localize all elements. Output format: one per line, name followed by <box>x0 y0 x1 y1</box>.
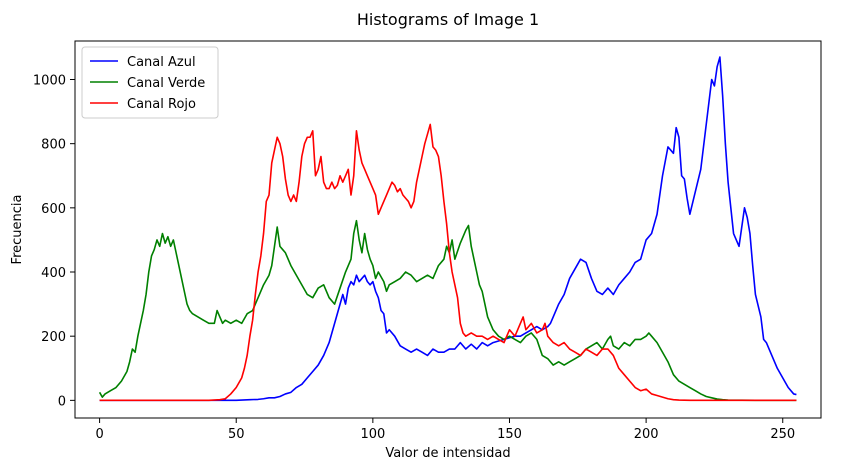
y-tick-label: 1000 <box>33 74 66 89</box>
x-tick-label: 150 <box>497 427 522 442</box>
y-axis-ticks: 0 200 400 600 800 1000 <box>33 74 75 409</box>
legend-label-canal-rojo: Canal Rojo <box>127 97 196 112</box>
y-tick-label: 600 <box>41 202 66 217</box>
x-tick-label: 100 <box>360 427 385 442</box>
series-line-canal-azul <box>99 56 797 402</box>
y-axis-label: Frecuencia <box>10 195 25 265</box>
x-axis-ticks: 0 50 100 150 200 250 <box>95 418 795 442</box>
series-line-canal-rojo <box>99 123 797 402</box>
x-tick-label: 200 <box>634 427 659 442</box>
chart-title: Histograms of Image 1 <box>357 10 539 29</box>
y-tick-label: 400 <box>41 266 66 281</box>
y-tick-label: 800 <box>41 138 66 153</box>
y-tick-label: 200 <box>41 330 66 345</box>
x-tick-label: 250 <box>770 427 795 442</box>
y-tick-label: 0 <box>58 394 66 409</box>
legend-label-canal-azul: Canal Azul <box>127 55 196 70</box>
series-line-canal-verde <box>98 219 797 402</box>
legend-box <box>81 46 219 119</box>
x-axis-label: Valor de intensidad <box>385 446 510 461</box>
x-tick-label: 0 <box>95 427 103 442</box>
legend-label-canal-verde: Canal Verde <box>127 76 205 91</box>
legend: Canal Azul Canal Verde Canal Rojo <box>81 46 219 119</box>
x-tick-label: 50 <box>228 427 245 442</box>
series-lines <box>98 56 797 402</box>
plot-frame <box>74 40 822 419</box>
